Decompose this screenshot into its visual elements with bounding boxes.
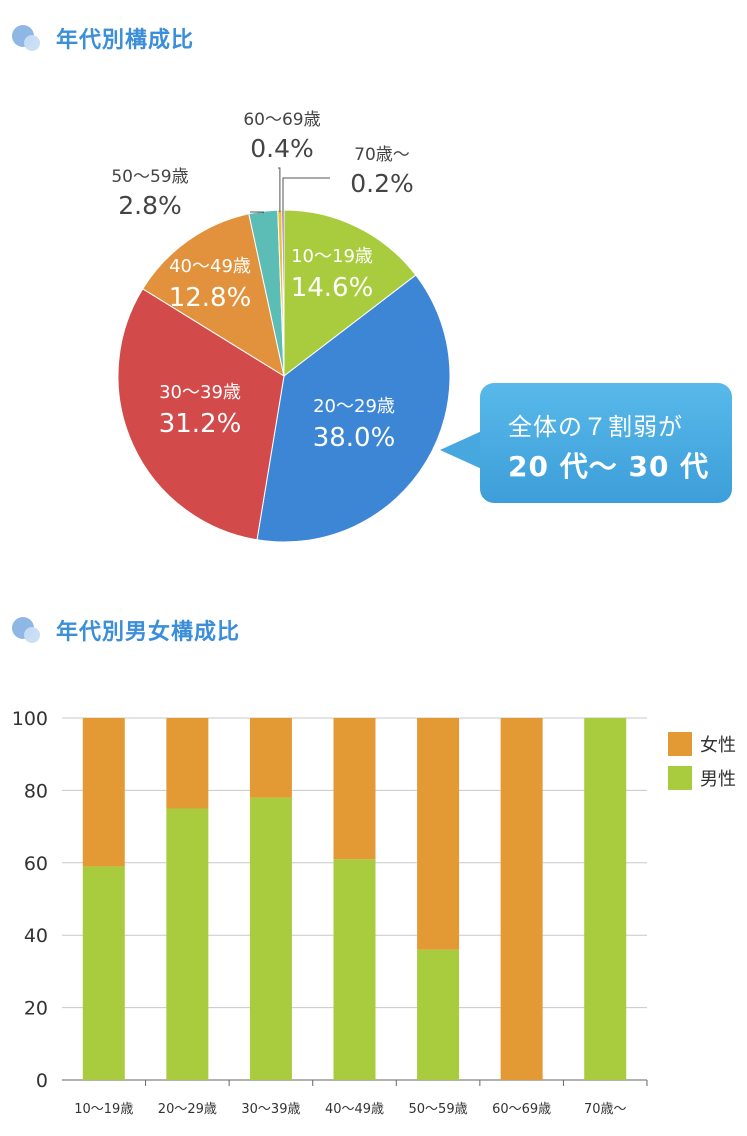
y-tick-label: 40 xyxy=(24,925,48,947)
legend-label: 女性 xyxy=(700,735,736,756)
x-tick-label: 50〜59歳 xyxy=(409,1102,468,1117)
pie-slice xyxy=(283,209,417,378)
x-tick-label: 60〜69歳 xyxy=(492,1102,551,1117)
pie-slice xyxy=(117,288,285,541)
bar-male xyxy=(166,808,209,1080)
bar-female xyxy=(249,718,292,798)
pie-slice-label: 30〜39歳 xyxy=(159,382,241,403)
bar-male xyxy=(584,718,627,1080)
pie-slice-label: 40〜49歳 xyxy=(169,256,251,277)
callout-line1: 全体の７割弱が xyxy=(508,413,683,441)
y-tick-label: 20 xyxy=(24,998,48,1020)
legend-swatch xyxy=(668,766,692,790)
legend-label: 男性 xyxy=(700,769,736,790)
pie-slice xyxy=(142,213,285,378)
bar-female xyxy=(166,718,209,809)
x-tick-label: 10〜19歳 xyxy=(74,1102,133,1117)
pie-slice-value: 2.8% xyxy=(118,191,182,220)
pie-section-title: 年代別構成比 xyxy=(56,28,195,53)
pie-section-heading: 年代別構成比 xyxy=(12,22,194,54)
x-tick-label: 20〜29歳 xyxy=(158,1102,217,1117)
bar-female xyxy=(417,718,460,950)
pie-slice-value: 38.0% xyxy=(313,423,396,453)
bar-female xyxy=(82,718,125,867)
y-tick-label: 80 xyxy=(24,780,48,802)
bar-section-title: 年代別男女構成比 xyxy=(56,620,241,645)
x-tick-label: 40〜49歳 xyxy=(325,1102,384,1117)
pie-leader-line xyxy=(278,167,281,213)
legend-swatch xyxy=(668,732,692,756)
gender-bar-chart: 0 20 40 60 80 100 10〜19歳 20〜29歳 30〜39歳 40〜49歳 50〜5… xyxy=(12,708,736,1117)
pie-leader-line xyxy=(250,211,264,214)
bar-female xyxy=(500,718,543,1080)
y-tick-label: 0 xyxy=(36,1070,48,1092)
bar-female xyxy=(333,718,376,860)
x-tick-label: 30〜39歳 xyxy=(241,1102,300,1117)
bar-male xyxy=(249,797,292,1080)
bubble-icon xyxy=(12,23,48,53)
x-tick-label: 70歳〜 xyxy=(584,1102,627,1117)
y-tick-label: 60 xyxy=(24,853,48,875)
pie-slice-value: 31.2% xyxy=(159,409,242,439)
y-tick-label: 100 xyxy=(12,708,48,730)
pie-slice-value: 12.8% xyxy=(169,283,252,313)
pie-slice-label: 60〜69歳 xyxy=(243,110,320,130)
pie-leader-line xyxy=(282,177,330,212)
pie-slice-value: 14.6% xyxy=(291,273,374,303)
pie-slice xyxy=(256,274,451,543)
callout-box: 全体の７割弱が 20 代〜 30 代 xyxy=(480,383,732,503)
bubble-icon xyxy=(12,615,48,645)
pie-slice-value: 0.4% xyxy=(250,134,314,163)
pie-slice-label: 10〜19歳 xyxy=(291,246,373,267)
bar-male xyxy=(417,949,460,1080)
age-pie-chart: 10〜19歳 14.6% 20〜29歳 38.0% 30〜39歳 31.2% 40〜49歳 1… xyxy=(111,110,451,543)
bar-section-heading: 年代別男女構成比 xyxy=(12,614,240,646)
bar-male xyxy=(333,859,376,1080)
callout-line2: 20 代〜 30 代 xyxy=(508,450,710,483)
callout-tail xyxy=(440,430,484,470)
bar-male xyxy=(82,866,125,1080)
pie-slice-value: 0.2% xyxy=(350,169,414,198)
pie-slice-label: 70歳〜 xyxy=(354,145,410,165)
pie-slice-label: 20〜29歳 xyxy=(313,396,395,417)
pie-slice-label: 50〜59歳 xyxy=(111,167,188,187)
